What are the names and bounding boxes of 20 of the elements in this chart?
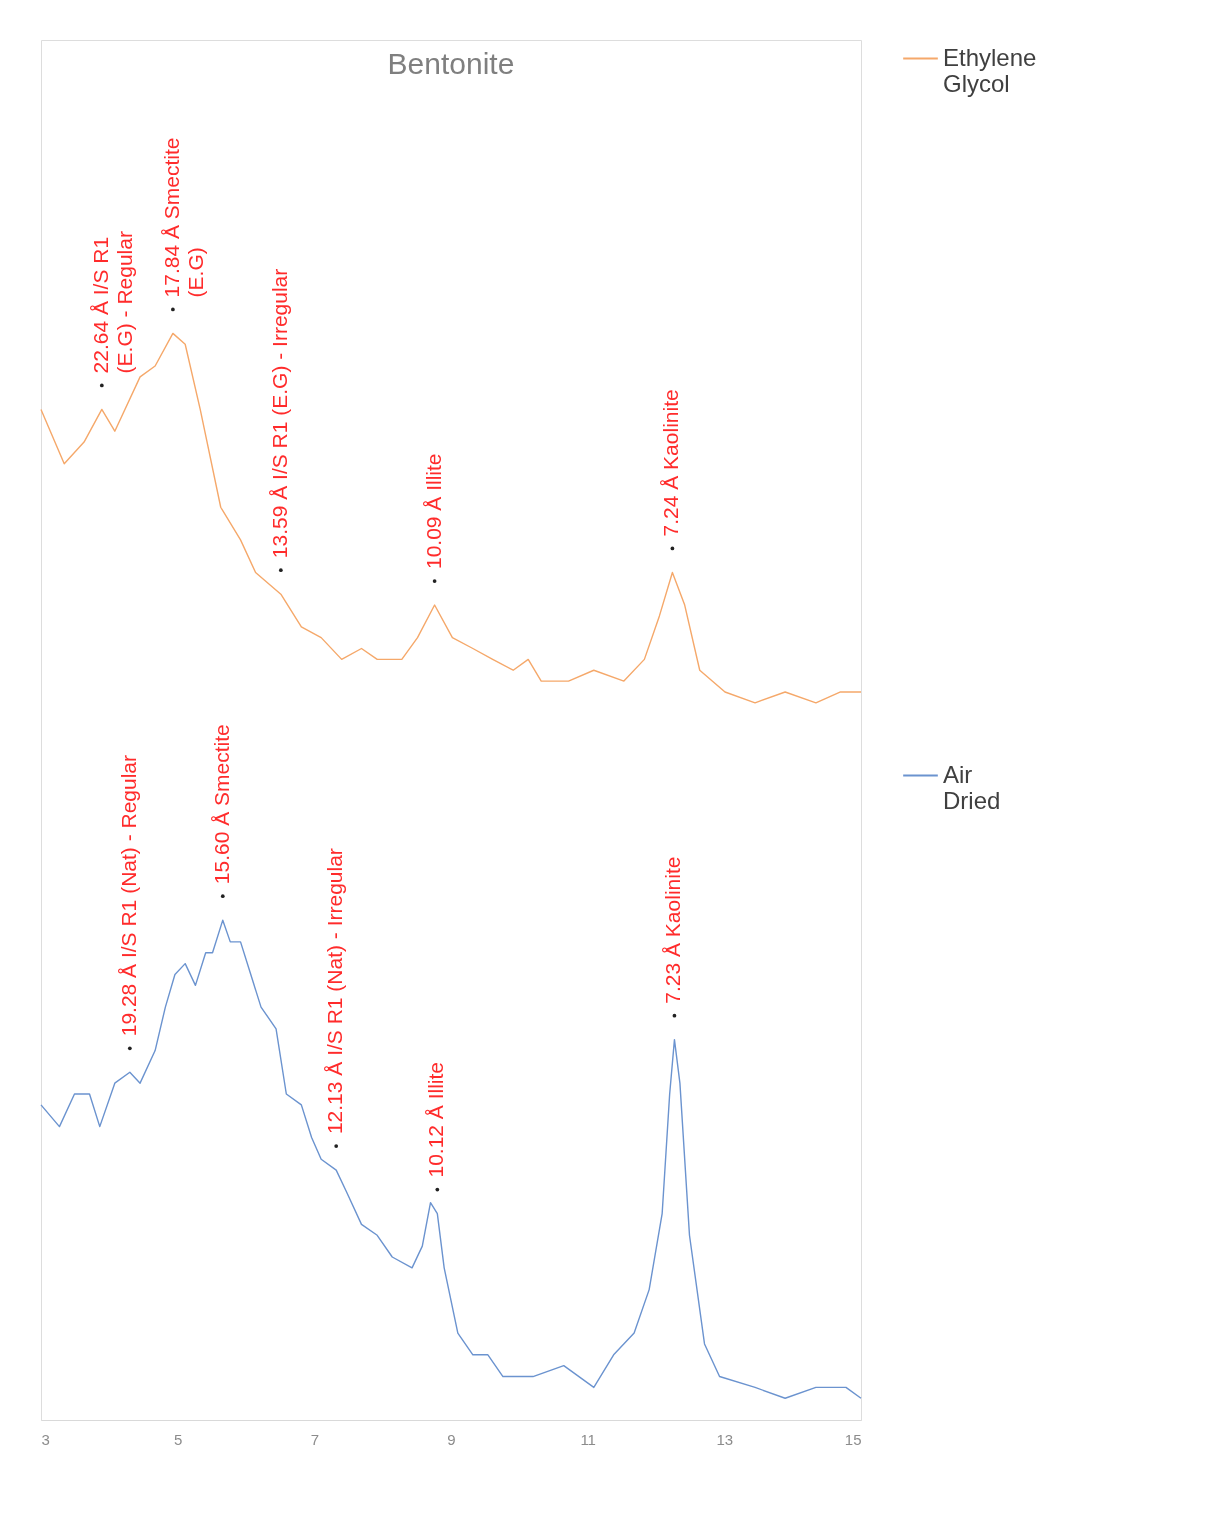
annotation: 13.59 Å I/S R1 (E.G) - Irregular [267, 268, 291, 559]
annotation: 15.60 Å Smectite [209, 724, 233, 885]
annotation: 7.23 Å Kaolinite [661, 856, 685, 1004]
x-tick-label: 3 [41, 1430, 50, 1448]
annotation: 22.64 Å I/S R1 (E.G) - Regular [88, 231, 136, 374]
x-tick-label: 15 [844, 1430, 862, 1448]
annotation: 10.12 Å Illite [424, 1061, 448, 1178]
annotation: 7.24 Å Kaolinite [659, 389, 683, 537]
legend-label: Air Dried [943, 760, 1001, 814]
chart-title: Bentonite [387, 47, 515, 80]
x-tick-label: 13 [716, 1430, 734, 1448]
annotation: 12.13 Å I/S R1 (Nat) - Irregular [323, 848, 347, 1135]
annotation: 19.28 Å I/S R1 (Nat) - Regular [116, 754, 140, 1037]
annotation: 17.84 Å Smectite (E.G) [159, 137, 207, 298]
legend-label: Ethylene Glycol [943, 43, 1037, 97]
x-tick-label: 5 [173, 1430, 183, 1448]
x-tick-label: 9 [447, 1430, 456, 1448]
annotation: 10.09 Å Illite [421, 453, 445, 570]
x-tick-label: 7 [310, 1430, 320, 1448]
x-tick-label: 11 [580, 1430, 596, 1448]
